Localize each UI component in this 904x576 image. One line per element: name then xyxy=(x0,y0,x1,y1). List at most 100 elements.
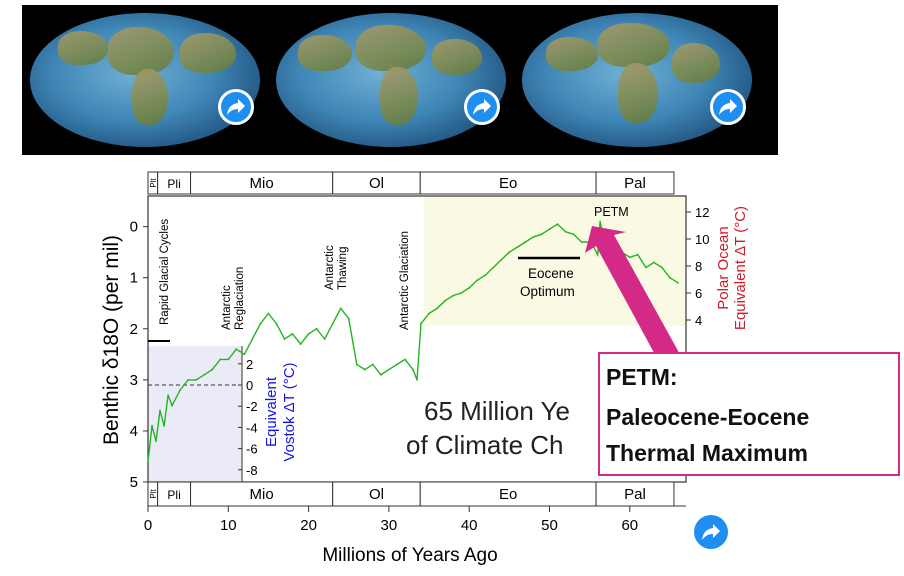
y-tick-label: 1 xyxy=(130,270,138,287)
series-point xyxy=(404,358,406,361)
series-point xyxy=(540,233,543,236)
share-button-chart[interactable] xyxy=(694,515,728,549)
callout-line2: Paleocene-Eocene xyxy=(606,404,810,430)
series-point xyxy=(380,373,382,376)
series-point xyxy=(580,241,583,243)
series-point xyxy=(669,276,671,279)
series-point xyxy=(339,307,342,310)
share-arrow-icon xyxy=(227,99,245,115)
series-point xyxy=(412,368,414,371)
epoch-label-plt: Plt xyxy=(149,489,158,499)
right-tick-label: 10 xyxy=(695,232,709,247)
series-point xyxy=(653,261,655,264)
series-point xyxy=(299,343,302,345)
x-tick-label: 30 xyxy=(381,517,398,534)
annotation-reglaciation-1: Antarctic xyxy=(221,285,233,330)
epoch-cell-ol xyxy=(332,481,421,507)
series-point xyxy=(235,348,238,351)
share-button-map-2[interactable] xyxy=(464,89,500,125)
series-point xyxy=(524,241,527,243)
callout-line1: PETM: xyxy=(606,364,678,390)
annotation-thawing-2: Thawing xyxy=(337,247,349,290)
series-point xyxy=(171,404,174,407)
series-point xyxy=(363,368,366,371)
annotation-antarctic-glaciation: Antarctic Glaciation xyxy=(399,231,411,330)
series-point xyxy=(572,233,575,236)
epoch-label-pli: Pli xyxy=(167,488,180,502)
annotation-optimum: Optimum xyxy=(520,284,575,299)
series-point xyxy=(452,294,454,297)
share-button-map-1[interactable] xyxy=(218,89,254,125)
series-point xyxy=(275,322,278,325)
inner-tick-label: -8 xyxy=(246,463,258,478)
series-point xyxy=(243,353,246,356)
series-point xyxy=(155,440,157,442)
paleo-globe-map-3 xyxy=(522,13,752,147)
epoch-label-eo: Eo xyxy=(499,175,517,192)
petm-callout-box: PETM: Paleocene-Eocene Thermal Maximum xyxy=(598,352,900,476)
epoch-label-pal: Pal xyxy=(624,175,646,192)
series-point xyxy=(331,322,334,325)
right-axis-label-line1: Polar Ocean xyxy=(715,226,732,309)
x-axis: 0 10 20 30 40 50 60 xyxy=(144,505,686,534)
series-point xyxy=(167,394,170,397)
series-point xyxy=(159,409,161,412)
share-arrow-icon xyxy=(473,99,491,115)
y-tick-label: 5 xyxy=(130,474,138,491)
series-point xyxy=(219,358,222,361)
inner-axis-label-line1: Equivalent xyxy=(263,376,280,447)
x-tick-label: 50 xyxy=(541,517,558,534)
right-tick-label: 4 xyxy=(695,313,702,328)
share-button-map-3[interactable] xyxy=(710,89,746,125)
y-axis: 0 1 2 3 4 5 xyxy=(130,219,148,491)
annotation-thawing-1: Antarctic xyxy=(324,245,336,290)
series-point xyxy=(203,373,206,376)
chart-title-line1: 65 Million Ye xyxy=(424,396,570,426)
right-tick-label: 6 xyxy=(695,286,702,301)
series-point xyxy=(420,322,422,325)
series-point xyxy=(355,363,358,366)
epoch-label-ol: Ol xyxy=(369,175,384,192)
y-tick-label: 2 xyxy=(130,321,138,338)
inner-tick-label: 2 xyxy=(246,357,253,372)
series-point xyxy=(628,256,631,259)
series-point xyxy=(163,424,166,427)
epoch-label-mio: Mio xyxy=(250,486,274,503)
series-point xyxy=(291,333,294,335)
series-point xyxy=(677,281,679,284)
series-point xyxy=(151,424,153,427)
series-point xyxy=(596,253,599,256)
series-point xyxy=(460,292,463,294)
chart-title-line2: of Climate Ch xyxy=(406,430,564,460)
epoch-label-eo: Eo xyxy=(499,486,517,503)
series-point xyxy=(492,266,495,269)
y-tick-label: 4 xyxy=(130,423,138,440)
inner-tick-label: -2 xyxy=(246,399,258,414)
series-point xyxy=(548,228,551,231)
y-tick-label: 3 xyxy=(130,372,138,389)
series-point xyxy=(564,230,567,233)
inner-axis-label-line2: Vostok ΔT (°C) xyxy=(281,362,298,461)
series-point xyxy=(508,251,511,254)
epoch-label-pal: Pal xyxy=(624,486,646,503)
x-tick-label: 40 xyxy=(461,517,478,534)
series-point xyxy=(283,338,286,340)
annotation-petm: PETM xyxy=(594,205,629,219)
series-point xyxy=(599,220,601,223)
epoch-label-plt: Plt xyxy=(149,178,158,188)
epoch-label-mio: Mio xyxy=(250,175,274,192)
x-axis-label: Millions of Years Ago xyxy=(322,545,497,566)
series-point xyxy=(388,368,390,371)
series-point xyxy=(251,338,254,340)
share-arrow-icon xyxy=(702,524,720,540)
right-tick-label: 8 xyxy=(695,259,702,274)
series-point xyxy=(195,379,198,381)
series-point xyxy=(645,266,647,269)
paleo-maps-strip xyxy=(22,5,778,155)
inner-tick-label: -4 xyxy=(246,420,258,435)
series-point xyxy=(259,322,262,325)
series-point xyxy=(315,327,318,330)
series-point xyxy=(416,379,418,381)
series-point xyxy=(636,253,639,256)
series-point xyxy=(428,312,430,315)
